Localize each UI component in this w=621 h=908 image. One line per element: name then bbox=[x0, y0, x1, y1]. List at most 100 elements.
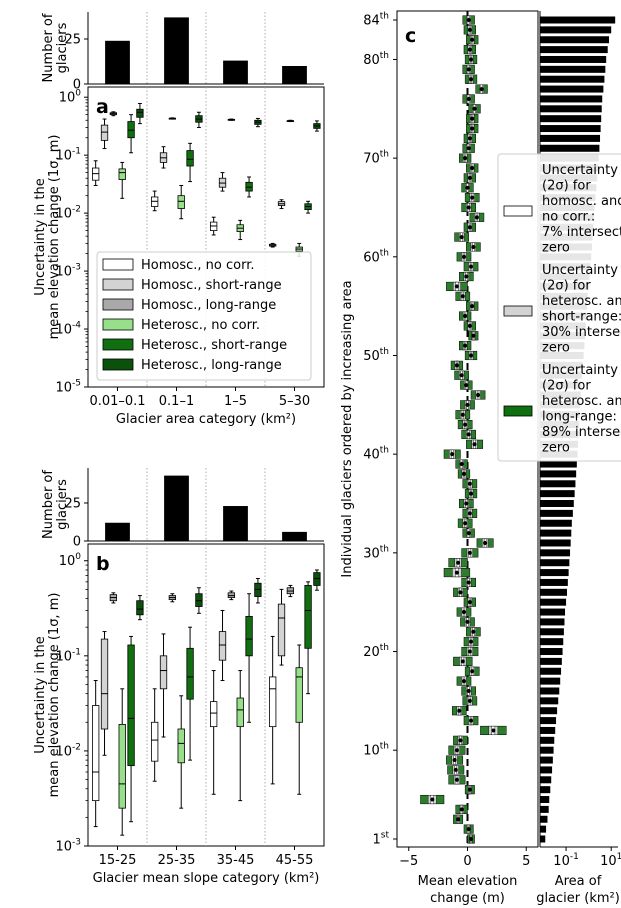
area-bar bbox=[540, 569, 569, 577]
glacier-interval bbox=[459, 311, 472, 321]
count-bar bbox=[164, 475, 189, 541]
area-bar bbox=[540, 125, 601, 133]
mean-dh-point bbox=[454, 748, 459, 753]
y-tick-label: 10-2 bbox=[55, 205, 81, 222]
box-homo-long bbox=[168, 117, 177, 120]
glacier-interval bbox=[462, 143, 475, 153]
box-homo-none bbox=[269, 242, 277, 248]
mean-dh-point bbox=[467, 27, 472, 32]
panel-label: b bbox=[96, 553, 110, 575]
box-het-short bbox=[127, 114, 135, 154]
box-iqr bbox=[136, 108, 144, 118]
count-bar bbox=[105, 522, 130, 541]
mean-dh-point bbox=[470, 126, 475, 131]
glacier-interval bbox=[468, 331, 479, 341]
area-bar bbox=[540, 559, 570, 567]
box-het-long bbox=[254, 578, 262, 604]
box-homo-long bbox=[286, 584, 295, 598]
legend-swatch bbox=[102, 318, 134, 331]
count-ylabel: glaciers bbox=[55, 479, 70, 530]
legend-a: Homosc., no corr. Homosc., short-range Hom… bbox=[96, 251, 312, 381]
box-het-short bbox=[245, 176, 253, 198]
mean-dh-point bbox=[453, 767, 458, 772]
mean-dh-point bbox=[463, 314, 468, 319]
box-het-short bbox=[304, 581, 312, 695]
glacier-interval bbox=[463, 597, 476, 607]
box-het-long bbox=[254, 117, 262, 128]
c-ylabel: Individual glaciers ordered by increasin… bbox=[340, 280, 355, 577]
box-het-long bbox=[195, 587, 203, 614]
mean-dh-point bbox=[479, 87, 484, 92]
mean-dh-point bbox=[460, 294, 465, 299]
mean-dh-point bbox=[464, 383, 469, 388]
box-homo-long bbox=[109, 592, 118, 604]
box-het-none bbox=[177, 695, 185, 809]
area-bar bbox=[540, 608, 566, 616]
mean-dh-point bbox=[454, 570, 459, 575]
count-bar bbox=[223, 506, 248, 541]
mean-dh-point bbox=[470, 195, 475, 200]
mean-dh-point bbox=[471, 333, 476, 338]
c-xlabel: change (m) bbox=[430, 891, 505, 906]
glacier-interval bbox=[464, 489, 478, 499]
glacier-interval bbox=[459, 153, 472, 163]
glacier-interval bbox=[462, 479, 478, 489]
glacier-interval bbox=[466, 114, 479, 124]
y-tick-label: 100 bbox=[59, 552, 82, 569]
area-bar bbox=[540, 756, 553, 764]
box-het-none bbox=[236, 219, 244, 241]
glacier-interval bbox=[469, 212, 485, 222]
mean-dh-point bbox=[483, 540, 488, 545]
area-bar bbox=[540, 105, 602, 113]
box-iqr bbox=[92, 705, 100, 802]
mean-dh-point bbox=[472, 106, 477, 111]
area-bar bbox=[540, 598, 567, 606]
box-het-none bbox=[236, 670, 244, 802]
box-homo-none bbox=[210, 670, 218, 795]
a-count-chart: 0 25 Number of glaciers bbox=[41, 12, 324, 93]
mean-dh-point bbox=[467, 787, 472, 792]
area-bar bbox=[540, 55, 607, 63]
mean-dh-point bbox=[463, 156, 468, 161]
box-iqr bbox=[269, 676, 277, 728]
area-bar bbox=[540, 115, 602, 123]
box-iqr bbox=[127, 644, 135, 767]
box-homo-short bbox=[100, 631, 109, 756]
c-xlabel: Mean elevation bbox=[418, 874, 518, 889]
glacier-interval bbox=[443, 449, 461, 459]
y-tick-label: 10-3 bbox=[55, 838, 81, 855]
glacier-interval bbox=[455, 410, 471, 420]
area-bar bbox=[540, 144, 600, 152]
x-tick-label: 15-25 bbox=[99, 853, 137, 868]
area-bar bbox=[540, 648, 563, 656]
mean-dh-point bbox=[465, 185, 470, 190]
y-tick-label: 10-1 bbox=[55, 147, 81, 164]
x-tick-label: 5–30 bbox=[279, 394, 310, 409]
glacier-interval bbox=[446, 281, 468, 291]
legend-swatch bbox=[102, 338, 134, 351]
count-ylabel: glaciers bbox=[55, 22, 70, 73]
glacier-interval bbox=[453, 735, 468, 745]
glacier-interval bbox=[447, 765, 465, 775]
y-tick-label: 10-3 bbox=[55, 263, 81, 280]
box-iqr bbox=[159, 655, 168, 690]
mean-dh-point bbox=[464, 501, 469, 506]
mean-dh-point bbox=[467, 481, 472, 486]
area-bar bbox=[540, 500, 574, 508]
mean-dh-point bbox=[470, 304, 475, 309]
count-bar bbox=[223, 60, 248, 84]
area-bar bbox=[540, 805, 549, 813]
box-homo-long bbox=[109, 111, 118, 117]
legend-swatch bbox=[102, 278, 134, 291]
area-bar bbox=[540, 470, 577, 478]
glacier-interval bbox=[453, 814, 464, 824]
legend-swatch bbox=[503, 405, 533, 417]
glacier-interval bbox=[443, 568, 471, 578]
glacier-interval bbox=[457, 420, 473, 430]
count-bar bbox=[105, 40, 130, 84]
mean-dh-point bbox=[474, 215, 479, 220]
glacier-interval bbox=[468, 104, 481, 114]
mean-dh-point bbox=[461, 679, 466, 684]
glacier-interval bbox=[460, 617, 475, 627]
